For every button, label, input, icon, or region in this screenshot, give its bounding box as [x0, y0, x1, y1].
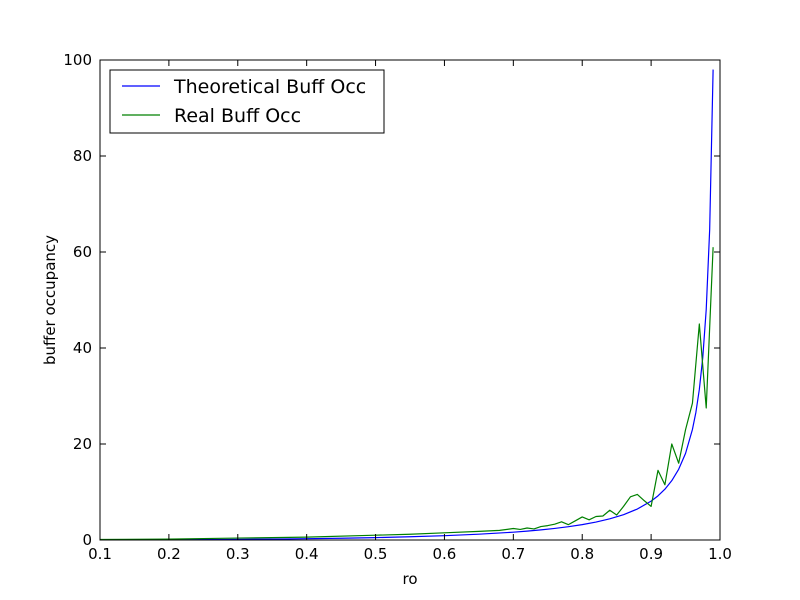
y-tick-label: 100 — [63, 51, 92, 69]
y-axis-label: buffer occupancy — [41, 235, 59, 365]
legend-box — [109, 69, 385, 134]
x-tick-label: 0.7 — [501, 545, 525, 563]
series-line-0 — [99, 69, 714, 541]
x-tick-label: 0.5 — [364, 545, 388, 563]
x-axis-ticks: 0.1 0.2 0.3 0.4 0.5 0.6 0.7 0.8 0.9 1.0 — [88, 60, 732, 563]
x-tick-label: 0.8 — [570, 545, 594, 563]
y-tick-label: 60 — [73, 243, 92, 261]
x-tick-label: 0.9 — [639, 545, 663, 563]
series-layer — [99, 69, 714, 541]
y-tick-label: 40 — [73, 339, 92, 357]
x-tick-label: 0.3 — [226, 545, 250, 563]
y-tick-label: 80 — [73, 147, 92, 165]
x-axis-label: ro — [402, 570, 417, 588]
x-tick-label: 1.0 — [708, 545, 732, 563]
x-tick-label: 0.1 — [88, 545, 112, 563]
x-tick-label: 0.6 — [433, 545, 457, 563]
legend-label-0: Theoretical Buff Occ — [173, 76, 366, 98]
y-tick-label: 20 — [73, 435, 92, 453]
plot-frame — [99, 59, 721, 541]
legend-label-1: Real Buff Occ — [174, 105, 301, 127]
legend: Theoretical Buff Occ Real Buff Occ — [109, 69, 385, 134]
plot-area — [100, 60, 720, 540]
y-axis-ticks: 0 20 40 60 80 100 — [63, 51, 720, 549]
y-tick-label: 0 — [82, 531, 92, 549]
series-line-1 — [99, 247, 714, 541]
x-tick-label: 0.2 — [157, 545, 181, 563]
x-tick-label: 0.4 — [295, 545, 319, 563]
